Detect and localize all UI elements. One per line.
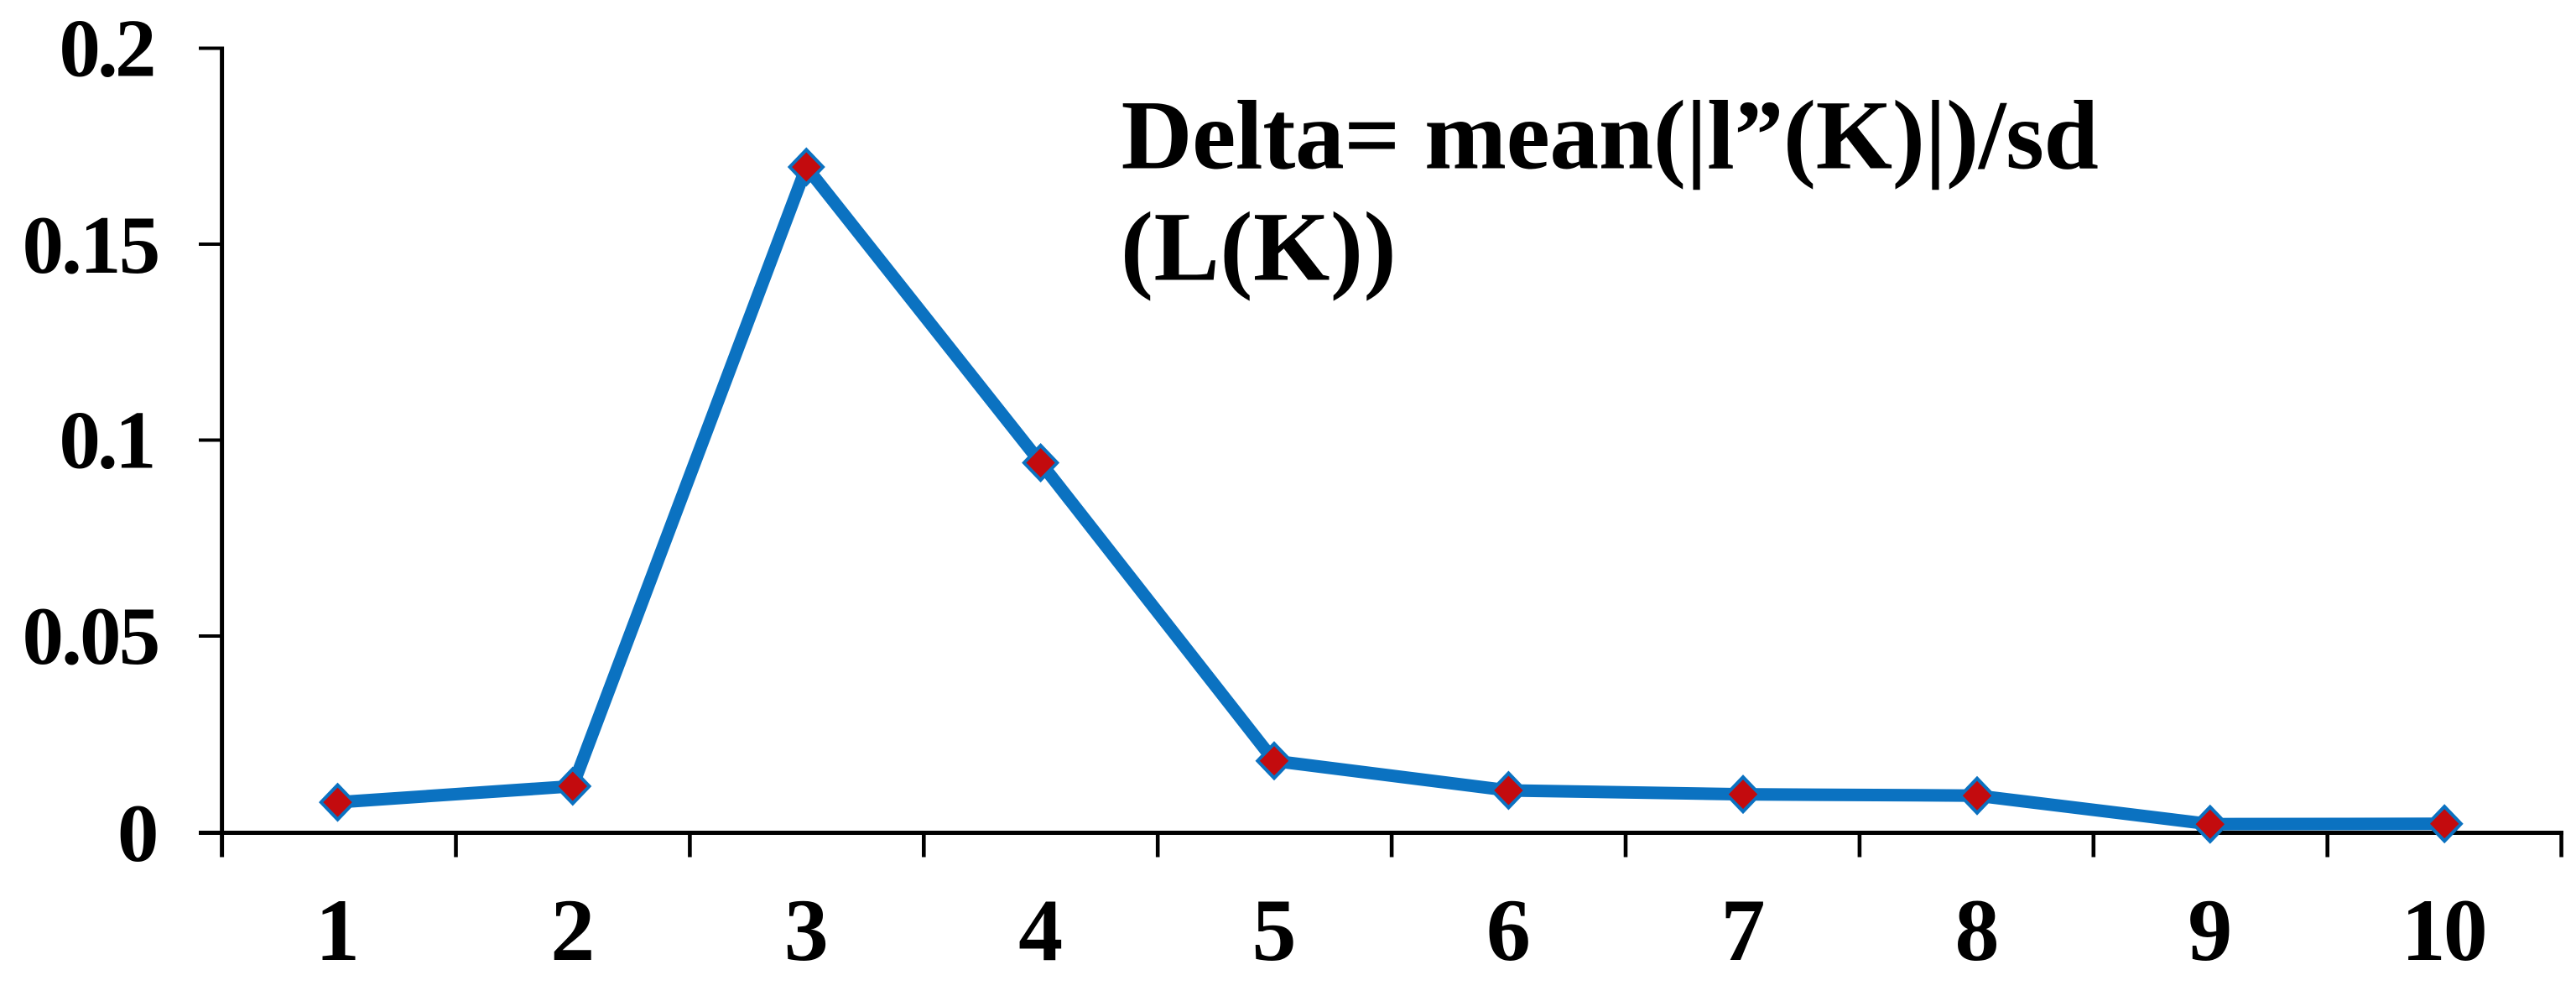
svg-text:Delta= mean(|l”(K)|)/sd: Delta= mean(|l”(K)|)/sd	[1121, 81, 2099, 190]
svg-text:0.2: 0.2	[59, 3, 156, 95]
svg-text:9: 9	[2188, 881, 2232, 979]
svg-text:6: 6	[1486, 881, 1531, 979]
svg-text:1: 1	[315, 881, 360, 979]
svg-text:0: 0	[117, 788, 159, 879]
svg-text:3: 3	[784, 881, 829, 979]
svg-text:5: 5	[1252, 881, 1297, 979]
svg-text:0.1: 0.1	[59, 395, 156, 487]
svg-text:2: 2	[550, 881, 595, 979]
svg-text:0.05: 0.05	[22, 591, 160, 682]
svg-text:10: 10	[2402, 881, 2488, 979]
svg-text:7: 7	[1721, 881, 1766, 979]
svg-text:0.15: 0.15	[22, 200, 160, 291]
svg-text:8: 8	[1955, 881, 2000, 979]
svg-text:(L(K)): (L(K))	[1121, 193, 1397, 302]
svg-text:4: 4	[1018, 881, 1063, 979]
